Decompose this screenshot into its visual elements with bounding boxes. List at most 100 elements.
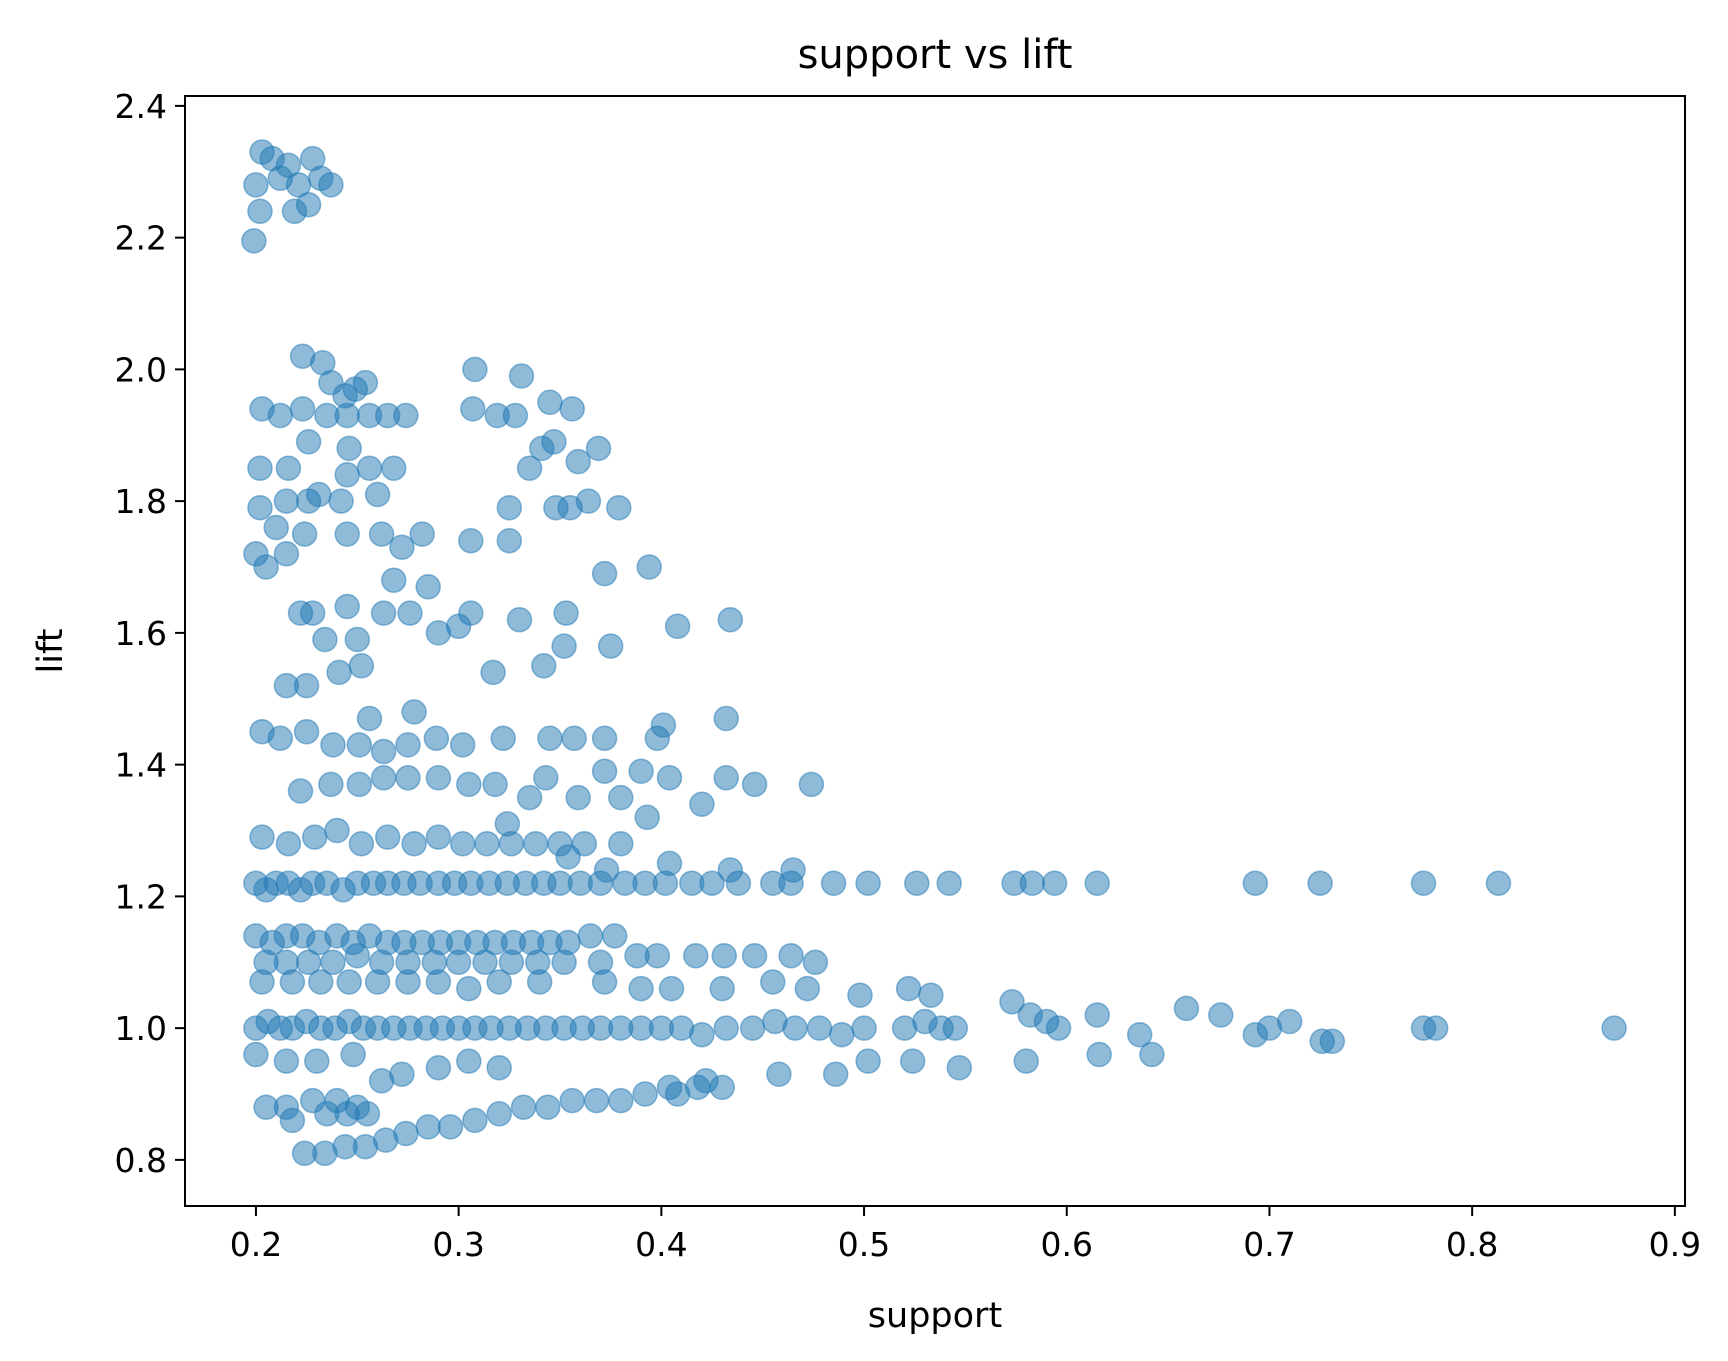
scatter-point [583, 1087, 610, 1114]
scatter-point [425, 765, 452, 791]
scatter-point [636, 554, 662, 580]
scatter-point [456, 975, 482, 1002]
scatter-point [577, 923, 604, 949]
scatter-point [374, 824, 401, 850]
scatter-point [1126, 1021, 1153, 1048]
scatter-point [409, 521, 435, 547]
scatter-point [243, 172, 269, 198]
scatter-point [474, 830, 500, 857]
scatter-point [713, 705, 739, 732]
x-tick-label: 0.5 [838, 1225, 890, 1264]
scatter-point [243, 1041, 269, 1068]
scatter-point [593, 857, 620, 883]
scatter-point [397, 600, 423, 626]
scatter-point [664, 613, 691, 640]
scatter-point [559, 1087, 585, 1114]
scatter-point [334, 462, 360, 488]
scatter-point [516, 784, 543, 811]
scatter-point [553, 600, 579, 626]
scatter-point [340, 1041, 366, 1068]
x-tick-label: 0.9 [1649, 1225, 1701, 1264]
scatter-point [555, 844, 581, 870]
scatter-point [693, 1068, 719, 1094]
scatter-point [320, 732, 346, 758]
scatter-point [336, 435, 362, 462]
scatter-point [699, 870, 725, 896]
scatter-point [531, 653, 557, 679]
scatter-point [301, 824, 328, 850]
scatter-point [381, 455, 407, 481]
scatter-point [486, 969, 512, 995]
scatter-point [895, 975, 922, 1002]
scatter-point [247, 494, 273, 521]
scatter-point [370, 738, 397, 765]
scatter-point [591, 758, 618, 784]
scatter-point [798, 771, 825, 798]
scatter-point [395, 765, 421, 791]
scatter-point [526, 969, 553, 995]
scatter-point [899, 1048, 926, 1074]
scatter-point [739, 1015, 766, 1041]
scatter-point [348, 653, 375, 679]
scatter-point [389, 534, 415, 560]
scatter-point [802, 949, 829, 976]
scatter-point [601, 923, 628, 949]
scatter-point [393, 402, 419, 429]
scatter-point [541, 429, 567, 455]
scatter-point [486, 1054, 512, 1081]
scatter-point [1084, 1002, 1110, 1028]
scatter-point [942, 1015, 969, 1041]
scatter-point [458, 527, 484, 554]
scatter-point [346, 771, 373, 798]
scatter-point [395, 969, 421, 995]
scatter-point [344, 626, 371, 653]
points-layer [241, 139, 1627, 1167]
y-axis-label: lift [31, 629, 71, 674]
scatter-point [851, 1015, 877, 1041]
scatter-point [496, 494, 523, 521]
scatter-point [326, 659, 352, 686]
scatter-point [904, 870, 930, 896]
scatter-point [644, 942, 671, 969]
scatter-point [249, 824, 275, 850]
scatter-point [295, 429, 322, 455]
scatter-point [393, 1120, 419, 1147]
scatter-point [1045, 1015, 1072, 1041]
scatter-point [634, 804, 660, 831]
x-tick-label: 0.7 [1243, 1225, 1295, 1264]
scatter-point [847, 982, 873, 1008]
scatter-point [1086, 1041, 1112, 1068]
scatter-point [608, 1087, 634, 1114]
scatter-point [597, 633, 624, 659]
y-axis-ticks: 0.8 1.0 1.2 1.4 1.6 1.8 2.0 2.2 2.4 [115, 87, 185, 1180]
scatter-point [482, 771, 508, 798]
scatter-point [456, 771, 482, 798]
scatter-point [445, 613, 472, 640]
scatter-point [632, 1081, 658, 1107]
scatter-point [354, 1101, 381, 1127]
scatter-point [510, 1094, 537, 1120]
scatter-point [336, 969, 362, 995]
scatter-point [318, 172, 344, 198]
scatter-point [401, 830, 427, 857]
scatter-point [760, 969, 786, 995]
scatter-point [318, 771, 344, 798]
scatter-point [263, 514, 289, 541]
scatter-point [806, 1015, 833, 1041]
scatter-point [1084, 870, 1110, 896]
scatter-point [273, 1048, 300, 1074]
scatter-point [713, 765, 739, 791]
scatter-point [508, 363, 535, 389]
scatter-point [356, 455, 383, 481]
scatter-point [423, 725, 450, 752]
chart-title: support vs lift [798, 32, 1073, 78]
scatter-point [591, 725, 618, 752]
scatter-point [535, 1094, 561, 1120]
scatter-point [522, 830, 549, 857]
scatter-point [1422, 1015, 1449, 1041]
scatter-point [498, 949, 525, 976]
scatter-point [295, 488, 322, 514]
scatter-point [275, 830, 302, 857]
scatter-point [516, 455, 543, 481]
